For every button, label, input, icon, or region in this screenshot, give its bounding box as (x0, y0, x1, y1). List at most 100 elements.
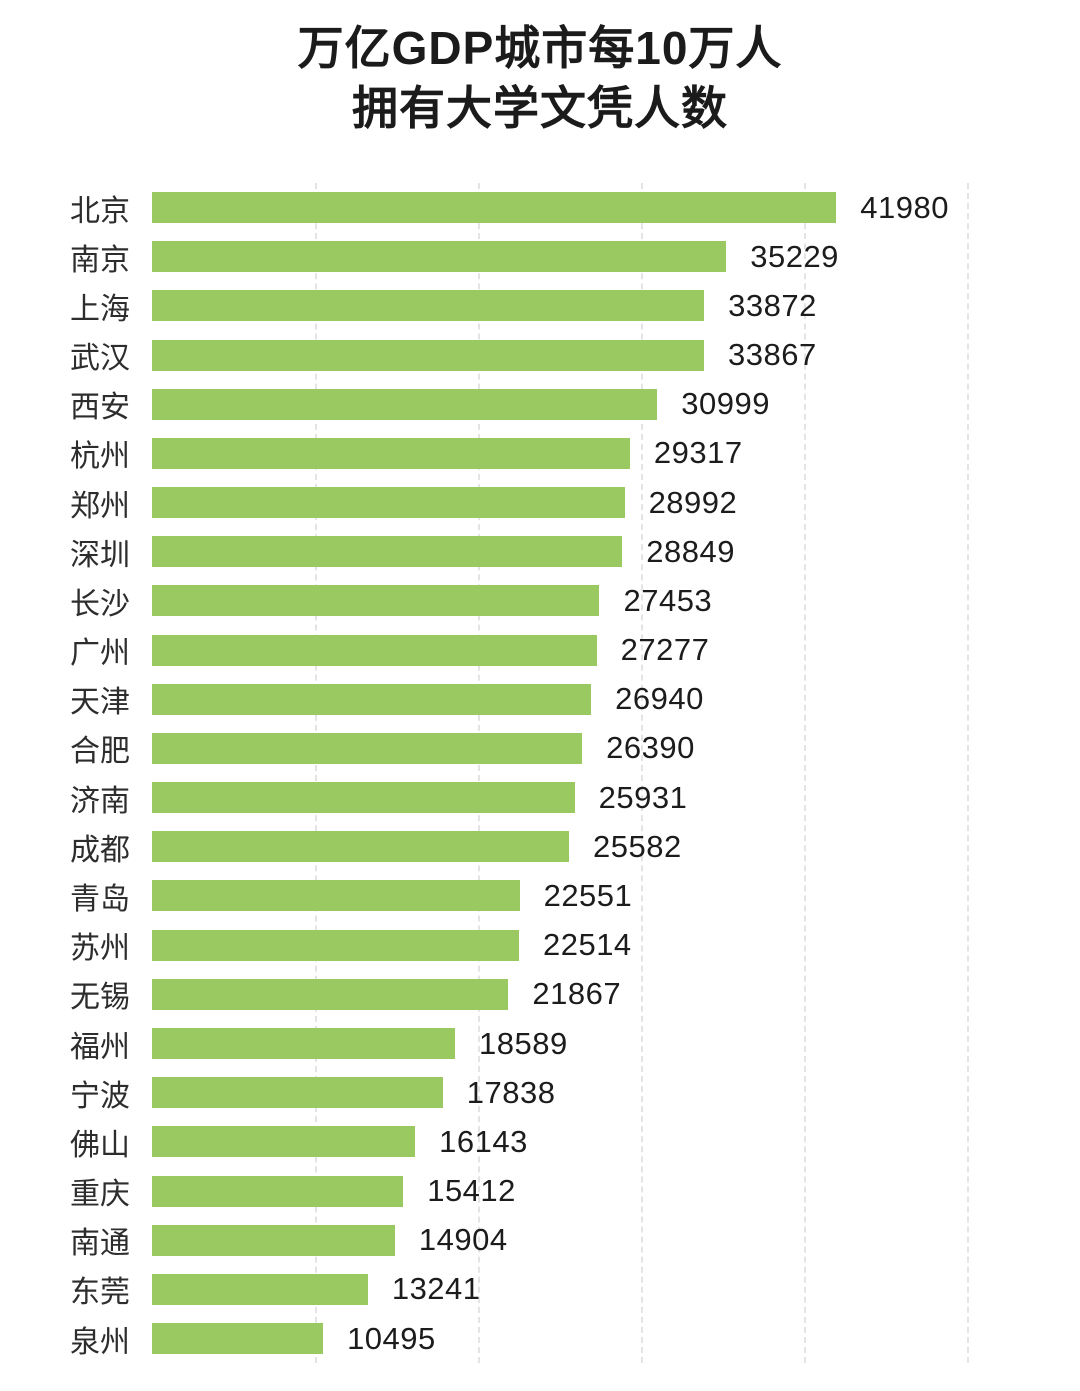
bar-area: 25582 (152, 822, 1080, 871)
value-label: 22551 (543, 877, 633, 913)
bar (152, 536, 623, 568)
bar-row: 青岛 22551 (0, 871, 1080, 920)
bar (152, 1323, 324, 1355)
bar-row: 福州 18589 (0, 1019, 1080, 1068)
value-label: 25582 (592, 828, 682, 864)
category-label: 北京 (70, 194, 130, 228)
bar-row: 东莞 13241 (0, 1265, 1080, 1314)
value-label: 28849 (646, 533, 735, 569)
bar-area: 28849 (152, 527, 1080, 576)
bar (152, 782, 575, 814)
bar-row: 西安 30999 (0, 380, 1080, 429)
category-label: 宁波 (70, 1079, 130, 1113)
category-label: 杭州 (70, 440, 130, 474)
bar-area: 14904 (152, 1216, 1080, 1265)
bar-row: 武汉 33867 (0, 331, 1080, 380)
category-label: 南京 (70, 243, 130, 277)
bar-area: 30999 (152, 380, 1080, 429)
bar-area: 17838 (152, 1068, 1080, 1117)
bar-chart: 北京 41980 南京 35229 上海 33872 武汉 33867 西安 3… (0, 183, 1080, 1363)
category-label: 郑州 (70, 489, 130, 523)
bar-area: 15412 (152, 1166, 1080, 1215)
bar-row: 无锡 21867 (0, 970, 1080, 1019)
category-label: 成都 (70, 833, 130, 867)
bar-area: 13241 (152, 1265, 1080, 1314)
bar (152, 192, 837, 224)
category-label: 东莞 (70, 1276, 130, 1310)
bar-area: 41980 (152, 183, 1080, 232)
bar (152, 290, 705, 322)
bar-area: 22514 (152, 921, 1080, 970)
value-label: 27453 (623, 582, 713, 618)
bar-area: 16143 (152, 1117, 1080, 1166)
bar (152, 1077, 443, 1109)
bar-area: 10495 (152, 1314, 1080, 1363)
bar-row: 佛山 16143 (0, 1117, 1080, 1166)
value-label: 30999 (681, 386, 770, 422)
category-label: 泉州 (70, 1325, 130, 1359)
bar (152, 1126, 416, 1158)
bar-row: 深圳 28849 (0, 527, 1080, 576)
value-label: 33867 (728, 337, 817, 373)
bar-area: 27453 (152, 576, 1080, 625)
value-label: 15412 (427, 1173, 516, 1209)
bar-row: 泉州 10495 (0, 1314, 1080, 1363)
category-label: 无锡 (70, 981, 130, 1015)
value-label: 21867 (532, 976, 622, 1012)
bar-area: 28992 (152, 478, 1080, 527)
bar-row: 苏州 22514 (0, 921, 1080, 970)
bar-area: 25931 (152, 773, 1080, 822)
category-label: 上海 (70, 292, 130, 326)
bar-area: 21867 (152, 970, 1080, 1019)
bar-area: 22551 (152, 871, 1080, 920)
category-label: 西安 (70, 391, 130, 425)
category-label: 青岛 (70, 882, 130, 916)
bar (152, 339, 705, 371)
bar (152, 880, 520, 912)
category-label: 福州 (70, 1030, 130, 1064)
category-label: 济南 (70, 784, 130, 818)
bar (152, 388, 658, 420)
bar (152, 585, 600, 617)
bar-row: 天津 26940 (0, 675, 1080, 724)
bar-row: 南通 14904 (0, 1216, 1080, 1265)
value-label: 22514 (542, 927, 632, 963)
value-label: 25931 (598, 779, 688, 815)
bar (152, 978, 509, 1010)
bar (152, 1175, 404, 1207)
bar (152, 1224, 395, 1256)
bar-row: 济南 25931 (0, 773, 1080, 822)
category-label: 武汉 (70, 342, 130, 376)
value-label: 26390 (606, 730, 695, 766)
category-label: 南通 (70, 1227, 130, 1261)
value-label: 17838 (466, 1074, 556, 1110)
category-label: 合肥 (70, 735, 130, 769)
bar-area: 35229 (152, 232, 1080, 281)
category-label: 重庆 (70, 1178, 130, 1212)
bar-area: 26940 (152, 675, 1080, 724)
bar (152, 634, 597, 666)
value-label: 18589 (479, 1025, 568, 1061)
bar-row: 杭州 29317 (0, 429, 1080, 478)
bar (152, 487, 625, 519)
chart-title-line-2: 拥有大学文凭人数 (352, 82, 728, 134)
bar (152, 732, 583, 764)
bar-area: 18589 (152, 1019, 1080, 1068)
bar-row: 广州 27277 (0, 626, 1080, 675)
value-label: 41980 (860, 189, 949, 225)
bar-area: 29317 (152, 429, 1080, 478)
category-label: 长沙 (70, 587, 130, 621)
value-label: 33872 (728, 287, 817, 323)
value-label: 26940 (615, 681, 704, 717)
bar-area: 33867 (152, 331, 1080, 380)
value-label: 29317 (653, 435, 743, 471)
bar-row: 成都 25582 (0, 822, 1080, 871)
bar-row: 重庆 15412 (0, 1166, 1080, 1215)
value-label: 28992 (648, 484, 738, 520)
bar-area: 26390 (152, 724, 1080, 773)
chart-title-line-1: 万亿GDP城市每10万人 (297, 22, 783, 74)
bar (152, 929, 519, 961)
bar (152, 437, 630, 469)
category-label: 深圳 (70, 538, 130, 572)
